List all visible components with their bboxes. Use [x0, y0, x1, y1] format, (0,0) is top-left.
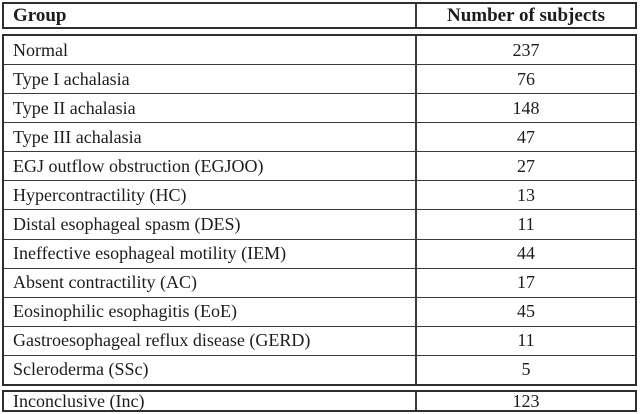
group-cell: Eosinophilic esophagitis (EoE)	[13, 301, 237, 322]
table-row: Inconclusive (Inc) 123	[4, 391, 635, 411]
table-row: Absent contractility (AC) 17	[4, 267, 635, 297]
header-row: Group Number of subjects	[4, 4, 635, 27]
count-cell: 45	[415, 297, 635, 326]
table-footer: Inconclusive (Inc) 123	[2, 390, 637, 412]
table-row: Hypercontractility (HC) 13	[4, 180, 635, 210]
count-cell: 5	[415, 355, 635, 384]
group-cell: Hypercontractility (HC)	[13, 184, 187, 205]
table-header: Group Number of subjects	[2, 2, 637, 29]
table-row: Eosinophilic esophagitis (EoE) 45	[4, 296, 635, 326]
count-cell: 148	[415, 94, 635, 123]
group-cell: Type I achalasia	[13, 68, 130, 89]
count-cell: 11	[415, 210, 635, 239]
table-row: EGJ outflow obstruction (EGJOO) 27	[4, 151, 635, 181]
count-cell: 44	[415, 239, 635, 268]
table-body: Normal 237 Type I achalasia 76 Type II a…	[2, 34, 637, 386]
group-cell: Type III achalasia	[13, 126, 142, 147]
table-row: Ineffective esophageal motility (IEM) 44	[4, 238, 635, 268]
count-cell: 27	[415, 152, 635, 181]
group-cell: Distal esophageal spasm (DES)	[13, 214, 241, 234]
group-cell: Ineffective esophageal motility (IEM)	[13, 243, 287, 264]
group-cell: EGJ outflow obstruction (EGJOO)	[13, 155, 264, 176]
count-cell: 13	[415, 181, 635, 210]
count-cell: 123	[415, 391, 635, 411]
table-row: Normal 237	[4, 36, 635, 65]
column-header-group: Group	[13, 4, 67, 26]
count-cell: 237	[415, 36, 635, 65]
group-cell: Gastroesophageal reflux disease (GERD)	[13, 330, 311, 351]
group-cell: Scleroderma (SSc)	[13, 359, 149, 380]
count-cell: 17	[415, 268, 635, 297]
group-cell: Normal	[13, 39, 68, 60]
table-row: Distal esophageal spasm (DES) 11	[4, 209, 635, 239]
column-header-count: Number of subjects	[415, 4, 635, 27]
count-cell: 11	[415, 326, 635, 355]
table-row: Type III achalasia 47	[4, 122, 635, 152]
table-row: Type II achalasia 148	[4, 93, 635, 123]
table-row: Gastroesophageal reflux disease (GERD) 1…	[4, 325, 635, 355]
count-cell: 47	[415, 123, 635, 152]
table-row: Type I achalasia 76	[4, 64, 635, 94]
table-row: Scleroderma (SSc) 5	[4, 354, 635, 384]
group-cell: Absent contractility (AC)	[13, 272, 197, 293]
count-cell: 76	[415, 65, 635, 94]
group-cell: Inconclusive (Inc)	[13, 392, 145, 410]
group-cell: Type II achalasia	[13, 97, 136, 118]
